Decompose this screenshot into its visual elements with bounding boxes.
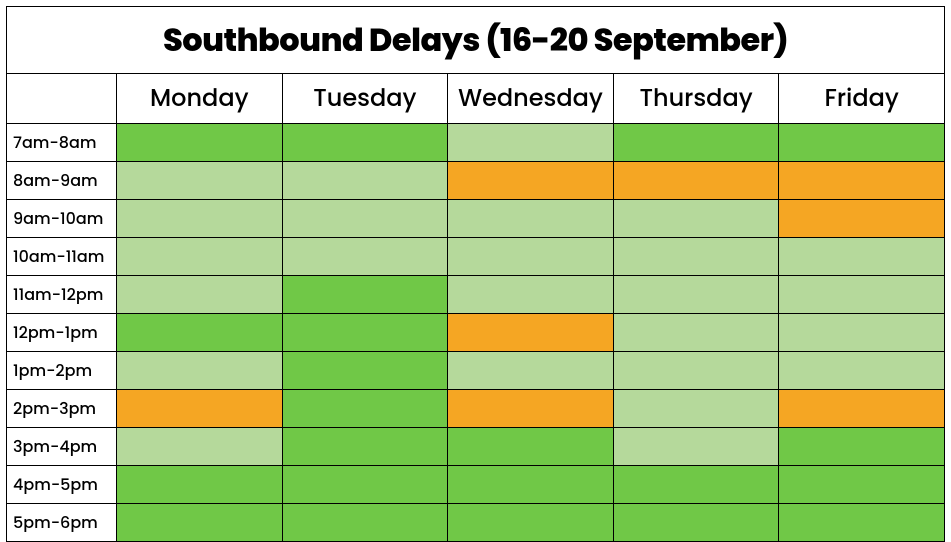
heatmap-cell <box>448 200 614 238</box>
day-header-wednesday: Wednesday <box>448 74 614 124</box>
heatmap-cell <box>117 200 283 238</box>
table-row: 11am-12pm <box>7 276 945 314</box>
time-label: 3pm-4pm <box>7 428 117 466</box>
heatmap-cell <box>448 162 614 200</box>
heatmap-cell <box>448 352 614 390</box>
heatmap-cell <box>117 238 283 276</box>
table-row: 3pm-4pm <box>7 428 945 466</box>
table-row: 8am-9am <box>7 162 945 200</box>
table-row: 12pm-1pm <box>7 314 945 352</box>
day-header-thursday: Thursday <box>613 74 779 124</box>
time-label: 12pm-1pm <box>7 314 117 352</box>
heatmap-cell <box>117 314 283 352</box>
heatmap-cell <box>448 314 614 352</box>
heatmap-cell <box>448 504 614 542</box>
heatmap-cell <box>779 314 945 352</box>
heatmap-cell <box>282 200 448 238</box>
heatmap-cell <box>448 390 614 428</box>
heatmap-cell <box>779 390 945 428</box>
heatmap-cell <box>282 466 448 504</box>
heatmap-cell <box>613 504 779 542</box>
heatmap-cell <box>448 276 614 314</box>
table-row: 5pm-6pm <box>7 504 945 542</box>
time-label: 8am-9am <box>7 162 117 200</box>
heatmap-cell <box>282 352 448 390</box>
heatmap-cell <box>613 352 779 390</box>
heatmap-cell <box>117 504 283 542</box>
heatmap-cell <box>779 466 945 504</box>
heatmap-cell <box>282 504 448 542</box>
heatmap-cell <box>779 428 945 466</box>
table-row: 2pm-3pm <box>7 390 945 428</box>
heatmap-cell <box>779 124 945 162</box>
heatmap-cell <box>282 390 448 428</box>
delays-heatmap-table: Southbound Delays (16-20 September) Mond… <box>6 6 945 542</box>
heatmap-cell <box>779 276 945 314</box>
heatmap-cell <box>117 466 283 504</box>
heatmap-cell <box>117 124 283 162</box>
time-label: 2pm-3pm <box>7 390 117 428</box>
heatmap-cell <box>613 428 779 466</box>
time-label: 10am-11am <box>7 238 117 276</box>
table-row: 1pm-2pm <box>7 352 945 390</box>
heatmap-cell <box>117 390 283 428</box>
heatmap-cell <box>282 238 448 276</box>
time-label: 4pm-5pm <box>7 466 117 504</box>
table-row: 4pm-5pm <box>7 466 945 504</box>
heatmap-cell <box>448 238 614 276</box>
title-row: Southbound Delays (16-20 September) <box>7 7 945 74</box>
heatmap-cell <box>779 238 945 276</box>
heatmap-cell <box>779 352 945 390</box>
heatmap-cell <box>779 200 945 238</box>
heatmap-cell <box>779 504 945 542</box>
heatmap-cell <box>779 162 945 200</box>
corner-cell <box>7 74 117 124</box>
heatmap-cell <box>117 352 283 390</box>
table-row: 10am-11am <box>7 238 945 276</box>
heatmap-cell <box>282 428 448 466</box>
heatmap-cell <box>282 314 448 352</box>
heatmap-cell <box>448 466 614 504</box>
heatmap-cell <box>613 466 779 504</box>
time-label: 1pm-2pm <box>7 352 117 390</box>
time-label: 9am-10am <box>7 200 117 238</box>
table-title: Southbound Delays (16-20 September) <box>7 7 945 74</box>
heatmap-cell <box>117 162 283 200</box>
heatmap-cell <box>282 162 448 200</box>
heatmap-cell <box>613 162 779 200</box>
heatmap-cell <box>613 314 779 352</box>
heatmap-cell <box>117 428 283 466</box>
table-row: 7am-8am <box>7 124 945 162</box>
heatmap-cell <box>613 124 779 162</box>
heatmap-cell <box>448 428 614 466</box>
day-header-friday: Friday <box>779 74 945 124</box>
heatmap-cell <box>613 200 779 238</box>
heatmap-cell <box>448 124 614 162</box>
day-header-tuesday: Tuesday <box>282 74 448 124</box>
heatmap-cell <box>613 390 779 428</box>
table-row: 9am-10am <box>7 200 945 238</box>
heatmap-cell <box>613 276 779 314</box>
time-label: 7am-8am <box>7 124 117 162</box>
day-header-row: Monday Tuesday Wednesday Thursday Friday <box>7 74 945 124</box>
time-label: 11am-12pm <box>7 276 117 314</box>
day-header-monday: Monday <box>117 74 283 124</box>
heatmap-cell <box>613 238 779 276</box>
heatmap-cell <box>282 124 448 162</box>
heatmap-cell <box>117 276 283 314</box>
heatmap-cell <box>282 276 448 314</box>
time-label: 5pm-6pm <box>7 504 117 542</box>
